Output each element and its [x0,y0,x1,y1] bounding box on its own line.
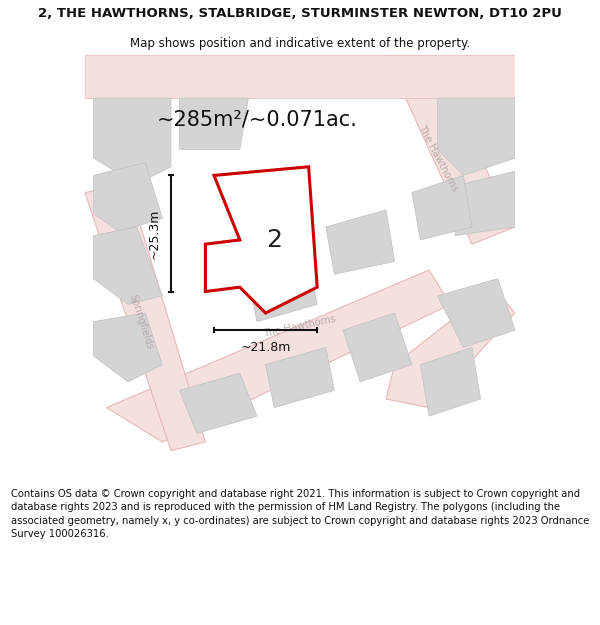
Polygon shape [248,261,317,322]
Polygon shape [205,167,317,313]
Polygon shape [85,55,515,98]
Polygon shape [437,279,515,348]
Polygon shape [94,98,171,184]
Polygon shape [179,98,248,149]
Text: 2, THE HAWTHORNS, STALBRIDGE, STURMINSTER NEWTON, DT10 2PU: 2, THE HAWTHORNS, STALBRIDGE, STURMINSTE… [38,8,562,20]
Polygon shape [266,348,334,408]
Text: Map shows position and indicative extent of the property.: Map shows position and indicative extent… [130,38,470,51]
Polygon shape [326,210,395,274]
Polygon shape [386,55,515,244]
Polygon shape [437,98,515,176]
Text: ~285m²/~0.071ac.: ~285m²/~0.071ac. [157,109,358,129]
Text: 2: 2 [266,228,282,252]
Polygon shape [85,184,205,451]
Polygon shape [94,313,163,382]
Text: ~25.3m: ~25.3m [147,208,160,259]
Text: Contains OS data © Crown copyright and database right 2021. This information is : Contains OS data © Crown copyright and d… [11,489,589,539]
Text: The Hawthorns: The Hawthorns [263,313,337,339]
Polygon shape [412,176,472,240]
Polygon shape [455,171,515,236]
Text: Springfields: Springfields [127,292,155,351]
Polygon shape [106,270,451,442]
Polygon shape [421,348,481,416]
Polygon shape [343,313,412,382]
Text: ~21.8m: ~21.8m [241,341,291,354]
Polygon shape [386,288,515,408]
Text: The Hawthorns: The Hawthorns [416,123,460,193]
Polygon shape [94,162,163,231]
Polygon shape [179,373,257,433]
Polygon shape [94,227,163,304]
